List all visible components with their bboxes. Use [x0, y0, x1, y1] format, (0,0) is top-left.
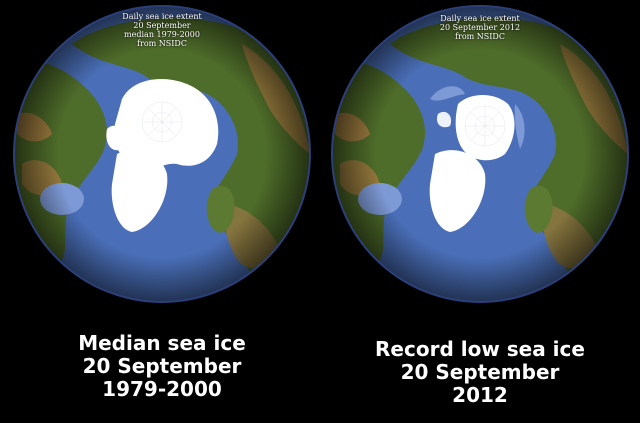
- median-ice-caption: Median sea ice 20 September 1979-2000: [12, 332, 312, 401]
- record-low-globe-title: Daily sea ice extent 20 September 2012 f…: [439, 14, 521, 41]
- caption-line: 20 September: [82, 354, 242, 378]
- median-globe-title: Daily sea ice extent 20 September median…: [122, 12, 202, 48]
- record-low-ice-globe: [330, 4, 630, 304]
- caption-line: 1979-2000: [102, 377, 222, 401]
- median-ice-globe: [12, 4, 312, 304]
- median-ice-map: [13, 5, 311, 303]
- caption-line: Median sea ice: [78, 331, 246, 355]
- caption-line: Record low sea ice: [375, 337, 585, 361]
- caption-line: 2012: [452, 383, 508, 407]
- record-low-ice-map: [331, 5, 629, 303]
- caption-line: 20 September: [400, 360, 560, 384]
- record-low-ice-caption: Record low sea ice 20 September 2012: [330, 338, 630, 407]
